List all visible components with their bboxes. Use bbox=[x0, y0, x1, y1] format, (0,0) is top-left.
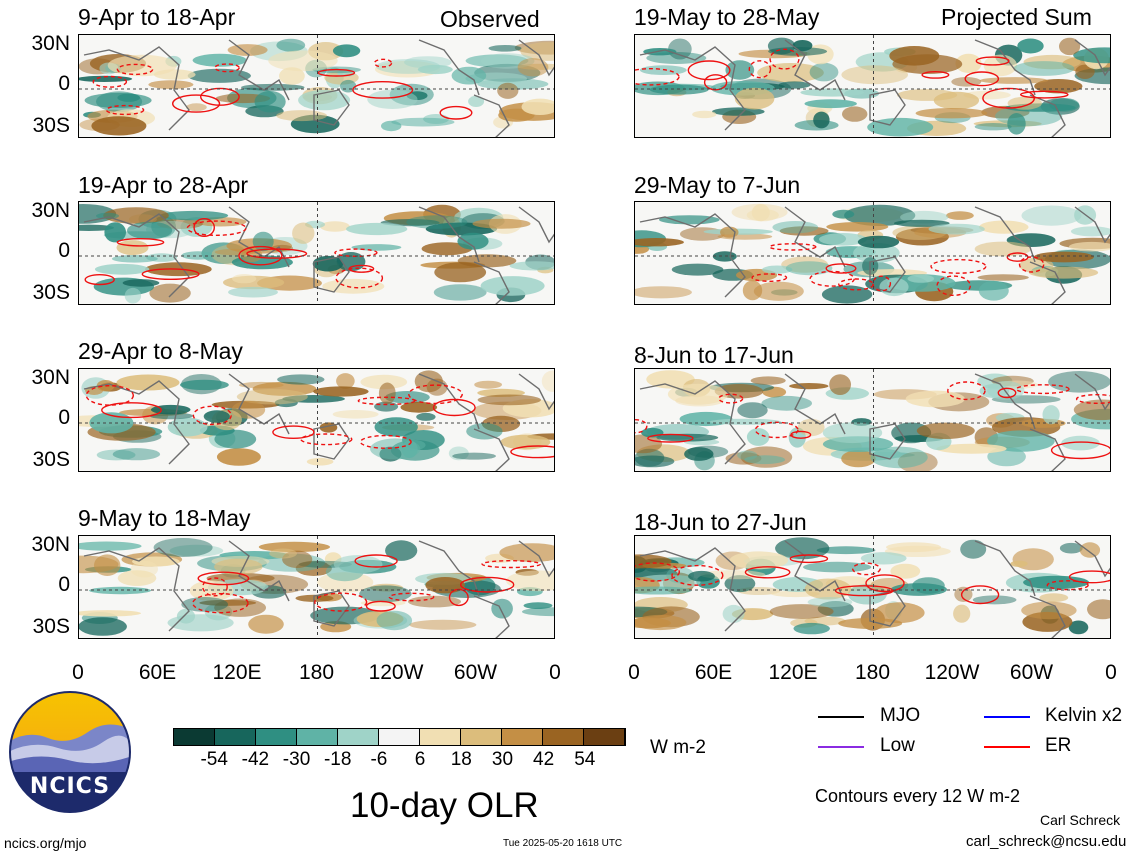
longitude-label: 0 bbox=[72, 661, 84, 684]
panel-title-left-2: 19-Apr to 28-Apr bbox=[78, 172, 249, 198]
main-title: 10-day OLR bbox=[350, 786, 539, 825]
colorbar-swatch bbox=[543, 729, 584, 745]
colorbar-swatch bbox=[461, 729, 502, 745]
latitude-label: 0 bbox=[58, 573, 70, 596]
legend-label-mjo: MJO bbox=[880, 705, 921, 726]
olr-map-panel bbox=[78, 201, 555, 305]
panel-title-left-4: 9-May to 18-May bbox=[78, 505, 251, 531]
colorbar-swatch bbox=[502, 729, 543, 745]
longitude-label: 120E bbox=[212, 661, 262, 684]
legend-label-er: ER bbox=[1045, 735, 1072, 756]
longitude-label: 60E bbox=[138, 661, 177, 684]
latitude-label: 0 bbox=[58, 406, 70, 429]
longitude-label: 60W bbox=[1009, 661, 1054, 684]
colorbar-swatch bbox=[297, 729, 338, 745]
olr-map-panel bbox=[634, 368, 1111, 472]
longitude-label: 60E bbox=[694, 661, 733, 684]
panel-title-left-1: 9-Apr to 18-Apr bbox=[78, 4, 236, 30]
longitude-label: 120W bbox=[924, 661, 980, 684]
colorbar-swatch bbox=[338, 729, 379, 745]
panel-title-right-1: 19-May to 28-May bbox=[634, 4, 820, 30]
longitude-label: 120W bbox=[368, 661, 424, 684]
longitude-label: 120E bbox=[768, 661, 818, 684]
colorbar-swatch bbox=[584, 729, 625, 745]
footer-email: carl_schreck@ncsu.edu bbox=[966, 833, 1127, 850]
latitude-label: 30S bbox=[32, 281, 70, 304]
ncics-logo: NCICS bbox=[8, 690, 132, 814]
colorbar-tick-label: -30 bbox=[282, 749, 311, 770]
latitude-label: 0 bbox=[58, 239, 70, 262]
panel-title-right-2: 29-May to 7-Jun bbox=[634, 172, 801, 198]
latitude-label: 30N bbox=[31, 199, 70, 222]
latitude-label: 30N bbox=[31, 366, 70, 389]
colorbar-tick-label: 30 bbox=[491, 749, 514, 770]
colorbar-tick-label: 42 bbox=[533, 749, 555, 770]
footer-url: ncics.org/mjo bbox=[4, 835, 87, 851]
observed-label: Observed bbox=[440, 6, 540, 32]
colorbar bbox=[173, 728, 626, 746]
latitude-label: 30S bbox=[32, 114, 70, 137]
longitude-label: 60W bbox=[453, 661, 498, 684]
colorbar-units: W m-2 bbox=[650, 737, 706, 758]
panel-title-left-3: 29-Apr to 8-May bbox=[78, 338, 243, 364]
latitude-label: 30N bbox=[31, 533, 70, 556]
longitude-label: 0 bbox=[549, 661, 561, 684]
legend-label-kelvin: Kelvin x2 bbox=[1045, 705, 1123, 726]
logo-text: NCICS bbox=[29, 774, 111, 799]
colorbar-swatch bbox=[420, 729, 461, 745]
colorbar-swatch bbox=[379, 729, 420, 745]
olr-map-panel bbox=[634, 34, 1111, 138]
panel-title-right-3: 8-Jun to 17-Jun bbox=[634, 342, 794, 368]
footer-timestamp: Tue 2025-05-20 1618 UTC bbox=[503, 838, 623, 849]
colorbar-swatch bbox=[215, 729, 256, 745]
colorbar-swatch bbox=[256, 729, 297, 745]
contour-note: Contours every 12 W m-2 bbox=[815, 786, 1021, 806]
footer-author: Carl Schreck bbox=[1040, 812, 1121, 828]
legend-line-er bbox=[984, 746, 1030, 748]
colorbar-tick-label: 6 bbox=[414, 749, 426, 770]
latitude-label: 30S bbox=[32, 448, 70, 471]
colorbar-tick-label: -42 bbox=[241, 749, 270, 770]
olr-map-panel bbox=[634, 201, 1111, 305]
latitude-label: 0 bbox=[58, 72, 70, 95]
olr-map-panel bbox=[78, 34, 555, 138]
projected-sum-label: Projected Sum bbox=[941, 4, 1092, 30]
colorbar-tick-label: -6 bbox=[370, 749, 388, 770]
colorbar-tick-label: 18 bbox=[450, 749, 472, 770]
latitude-label: 30S bbox=[32, 615, 70, 638]
legend-label-low: Low bbox=[880, 735, 915, 756]
legend-line-low bbox=[818, 746, 864, 748]
colorbar-tick-label: 54 bbox=[574, 749, 596, 770]
olr-map-panel bbox=[634, 535, 1111, 639]
latitude-label: 30N bbox=[31, 32, 70, 55]
longitude-label: 180 bbox=[854, 661, 891, 684]
colorbar-tick-label: -18 bbox=[323, 749, 352, 770]
longitude-label: 180 bbox=[298, 661, 335, 684]
legend-line-mjo bbox=[818, 716, 864, 718]
legend-line-kelvin bbox=[984, 716, 1030, 718]
panel-title-right-4: 18-Jun to 27-Jun bbox=[634, 509, 807, 535]
longitude-label: 0 bbox=[1105, 661, 1117, 684]
olr-map-panel bbox=[78, 535, 555, 639]
longitude-label: 0 bbox=[628, 661, 640, 684]
olr-map-panel bbox=[78, 368, 555, 472]
colorbar-tick-label: -54 bbox=[200, 749, 228, 770]
colorbar-swatch bbox=[174, 729, 215, 745]
